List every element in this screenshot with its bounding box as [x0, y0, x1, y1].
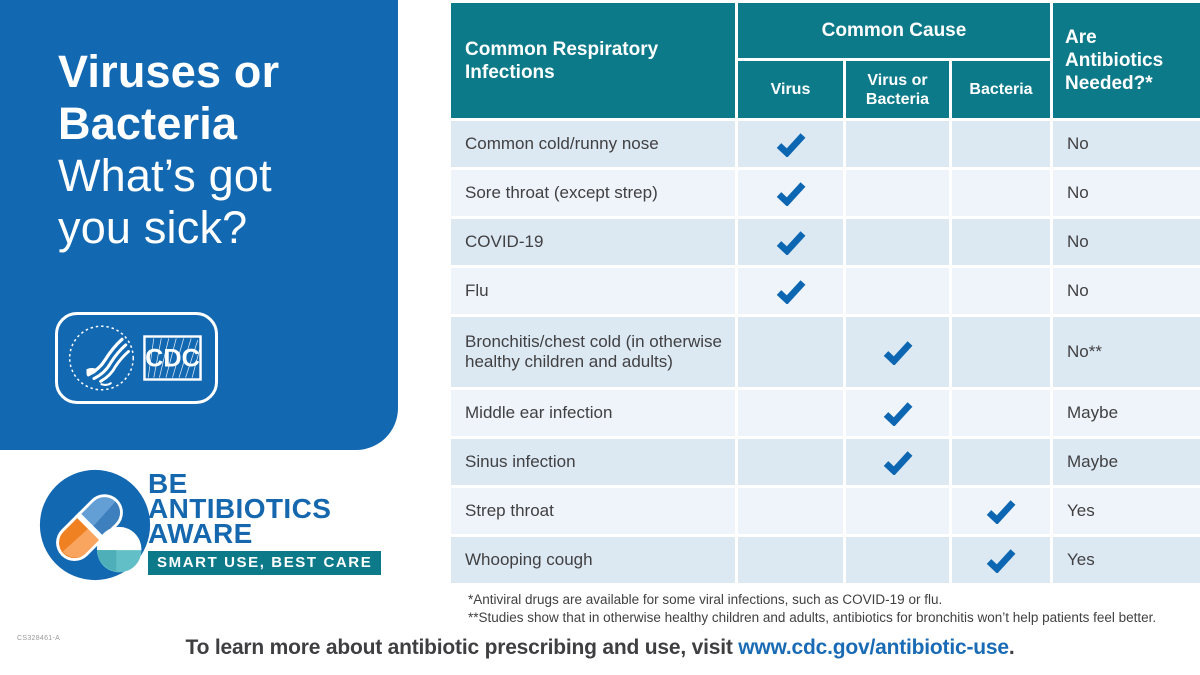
infection-cell: Common cold/runny nose: [451, 121, 735, 167]
check-icon: [776, 132, 805, 157]
footnote-2: **Studies show that in otherwise healthy…: [468, 610, 1157, 625]
infection-cell: Strep throat: [451, 488, 735, 534]
header-common-respiratory-infections: Common Respiratory Infections: [451, 3, 735, 118]
footer-cta: To learn more about antibiotic prescribi…: [0, 636, 1200, 660]
infection-table: Common Respiratory Infections Common Cau…: [451, 3, 1200, 632]
bacteria-cell: [952, 268, 1050, 314]
infection-cell: Bronchitis/chest cold (in otherwise heal…: [451, 317, 735, 387]
check-icon: [986, 548, 1016, 573]
infection-cell: Flu: [451, 268, 735, 314]
aware-line-2: ANTIBIOTICS: [148, 493, 332, 524]
bacteria-cell: [952, 219, 1050, 265]
hhs-eagle-icon: [86, 337, 130, 386]
virus-or-bacteria-cell: [846, 488, 949, 534]
bacteria-cell: [952, 488, 1050, 534]
aware-tagline-banner: SMART USE, BEST CARE: [148, 551, 382, 575]
footer-period: .: [1008, 636, 1015, 659]
be-antibiotics-aware-logo: BE ANTIBIOTICS AWARE SMART USE, BEST CAR…: [0, 455, 420, 615]
footer-link[interactable]: www.cdc.gov/antibiotic-use: [738, 636, 1009, 659]
title-line-1: Viruses or: [58, 46, 280, 97]
cdc-logo-text: CDC: [145, 344, 200, 372]
check-icon: [883, 401, 912, 426]
infection-cell: Middle ear infection: [451, 390, 735, 436]
virus-cell: [738, 488, 843, 534]
title-line-3: What’s got: [58, 150, 272, 201]
infection-cell: Sinus infection: [451, 439, 735, 485]
hhs-seal-ring: [68, 325, 134, 391]
virus-cell: [738, 121, 843, 167]
virus-cell: [738, 317, 843, 387]
virus-or-bacteria-cell: [846, 537, 949, 583]
header-virus-or-bacteria: Virus or Bacteria: [846, 61, 949, 118]
page-title: Viruses or Bacteria What’s got you sick?: [58, 46, 279, 254]
check-icon: [776, 279, 805, 304]
virus-or-bacteria-cell: [846, 170, 949, 216]
infection-cell: Whooping cough: [451, 537, 735, 583]
check-icon: [986, 499, 1016, 524]
virus-or-bacteria-cell: [846, 317, 949, 387]
bacteria-cell: [952, 390, 1050, 436]
footnotes: *Antiviral drugs are available for some …: [451, 586, 1200, 632]
infection-cell: COVID-19: [451, 219, 735, 265]
hhs-cdc-logo: CDC: [55, 312, 218, 404]
title-line-2: Bacteria: [58, 98, 238, 149]
hhs-cdc-logo-art: CDC: [68, 325, 202, 391]
cdc-logo-box: [143, 335, 202, 381]
footnote-1: *Antiviral drugs are available for some …: [468, 592, 943, 607]
answer-cell: Yes: [1053, 488, 1200, 534]
header-bacteria: Bacteria: [952, 61, 1050, 118]
answer-cell: No: [1053, 121, 1200, 167]
bacteria-cell: [952, 170, 1050, 216]
bacteria-cell: [952, 317, 1050, 387]
answer-cell: No: [1053, 219, 1200, 265]
virus-cell: [738, 219, 843, 265]
title-line-4: you sick?: [58, 202, 248, 253]
answer-cell: No: [1053, 170, 1200, 216]
answer-cell: No**: [1053, 317, 1200, 387]
check-icon: [776, 230, 805, 255]
answer-cell: Maybe: [1053, 390, 1200, 436]
virus-or-bacteria-cell: [846, 121, 949, 167]
infection-cell: Sore throat (except strep): [451, 170, 735, 216]
virus-or-bacteria-cell: [846, 219, 949, 265]
virus-cell: [738, 439, 843, 485]
aware-line-3: AWARE: [148, 518, 253, 549]
virus-or-bacteria-cell: [846, 390, 949, 436]
aware-line-1: BE: [148, 468, 188, 499]
virus-or-bacteria-cell: [846, 439, 949, 485]
bacteria-cell: [952, 121, 1050, 167]
check-icon: [883, 340, 912, 365]
answer-cell: Yes: [1053, 537, 1200, 583]
header-common-cause: Common Cause: [738, 3, 1050, 58]
pill-icon: [39, 469, 151, 581]
virus-cell: [738, 537, 843, 583]
virus-cell: [738, 170, 843, 216]
virus-cell: [738, 268, 843, 314]
cdc-logo-rays: [147, 338, 200, 378]
virus-cell: [738, 390, 843, 436]
answer-cell: Maybe: [1053, 439, 1200, 485]
bacteria-cell: [952, 537, 1050, 583]
document-code: CS328461-A: [17, 635, 61, 642]
header-are-antibiotics-needed: Are Antibiotics Needed?*: [1053, 3, 1200, 118]
aware-wordmark: BE ANTIBIOTICS AWARE: [148, 468, 332, 549]
check-icon: [883, 450, 912, 475]
footer-text: To learn more about antibiotic prescribi…: [185, 636, 739, 659]
answer-cell: No: [1053, 268, 1200, 314]
check-icon: [776, 181, 805, 206]
bacteria-cell: [952, 439, 1050, 485]
header-virus: Virus: [738, 61, 843, 118]
virus-or-bacteria-cell: [846, 268, 949, 314]
left-panel: Viruses or Bacteria What’s got you sick?: [0, 0, 398, 450]
